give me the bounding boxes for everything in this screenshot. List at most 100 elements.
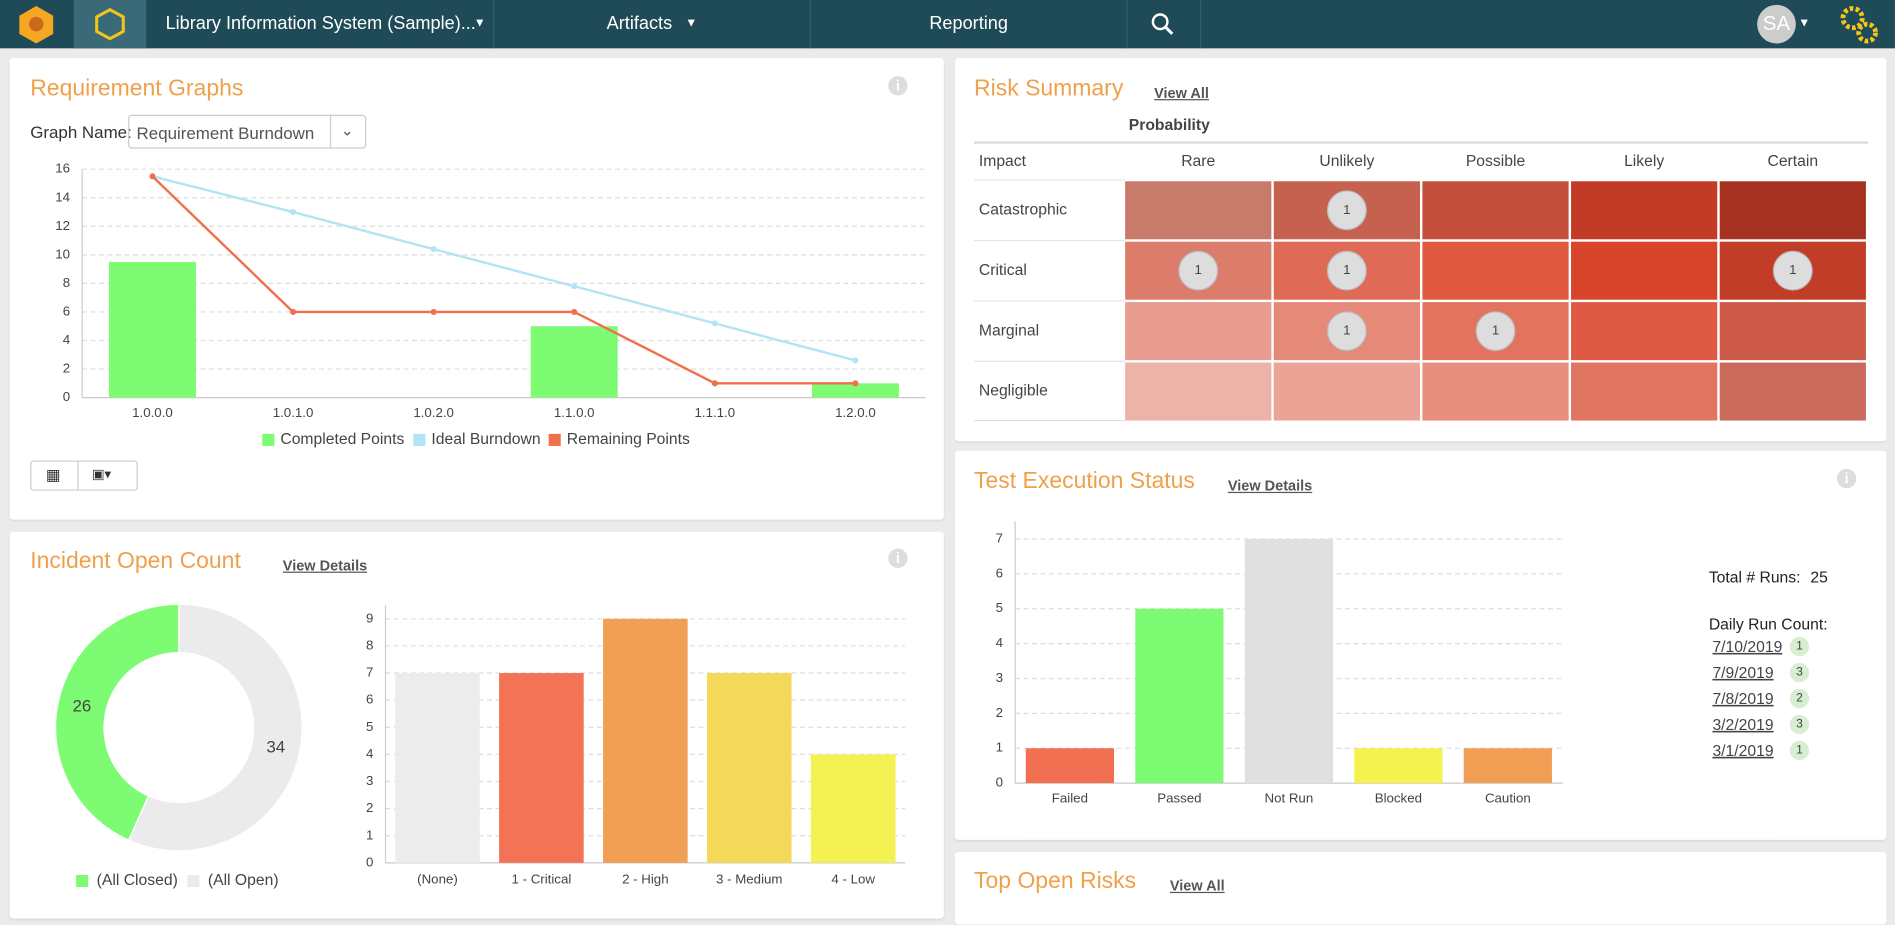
run-date[interactable]: 3/1/2019 [1712, 743, 1773, 760]
select-divider [329, 116, 332, 148]
graph-select-value: Requirement Burndown [136, 123, 315, 143]
caret: ▼ [685, 16, 698, 31]
home-tab[interactable] [73, 0, 147, 49]
risk-cell [1571, 302, 1718, 361]
logo[interactable] [15, 4, 59, 45]
row-label: Negligible [979, 383, 1048, 400]
y-tick-label: 4 [996, 635, 1003, 650]
artifacts-menu[interactable]: Artifacts [606, 13, 673, 34]
view-details-link[interactable]: View Details [282, 557, 368, 575]
legend-swatch [548, 433, 561, 446]
y-tick-label: 12 [55, 218, 70, 233]
view-details-link[interactable]: View Details [1227, 477, 1313, 495]
risk-count-badge [1326, 190, 1367, 231]
reporting-menu[interactable]: Reporting [929, 13, 1008, 34]
y-tick-label: 9 [366, 610, 373, 625]
risk-cell [1125, 302, 1272, 361]
nav-bar: Library Information System (Sample)... ▼… [0, 0, 1895, 49]
risk-count: 1 [1789, 262, 1796, 277]
y-tick-label: 4 [366, 746, 373, 761]
y-tick-label: 8 [366, 637, 373, 652]
x-tick-label: 1.1.1.0 [695, 405, 736, 420]
donut-slice [55, 603, 180, 841]
view-all-link[interactable]: View All [1169, 877, 1225, 895]
risk-count-badge [1178, 250, 1219, 291]
run-date[interactable]: 7/9/2019 [1712, 665, 1773, 682]
search-icon[interactable] [1150, 12, 1174, 36]
x-tick-label: Passed [1157, 790, 1201, 805]
run-date[interactable]: 7/8/2019 [1712, 691, 1773, 708]
view-all-link[interactable]: View All [1154, 84, 1209, 102]
risk-cell [1571, 362, 1718, 421]
select-caret: ⌄ [340, 120, 354, 139]
risk-cell [1422, 241, 1569, 300]
bar [811, 383, 899, 398]
probability-label: Probability [1129, 117, 1210, 134]
x-tick-label: 2 - High [622, 871, 669, 886]
run-date[interactable]: 3/2/2019 [1712, 717, 1773, 734]
y-tick-label: 3 [366, 773, 373, 788]
bar [810, 754, 896, 863]
graph-buttons: ▦ ▣▾ [30, 460, 138, 491]
y-tick-label: 1 [366, 827, 373, 842]
x-tick-label: 1.0.0.0 [132, 405, 173, 420]
run-date[interactable]: 7/10/2019 [1712, 639, 1782, 656]
x-tick-label: Blocked [1375, 790, 1422, 805]
separator [1126, 0, 1128, 49]
user-avatar[interactable]: SA [1757, 4, 1796, 44]
point [290, 308, 297, 315]
settings-icon[interactable] [1837, 4, 1881, 45]
risk-cell [1719, 181, 1866, 240]
y-tick-label: 6 [996, 565, 1003, 580]
row-label: Marginal [979, 322, 1039, 339]
risk-cell [1719, 302, 1866, 361]
legend-swatch [76, 874, 89, 888]
daily-runs-label: Daily Run Count: [1708, 615, 1828, 634]
separator [809, 0, 811, 49]
point [852, 357, 859, 364]
bar [1463, 748, 1552, 784]
risk-cell [1571, 241, 1718, 300]
image-button[interactable]: ▣▾ [91, 467, 112, 483]
point [430, 246, 437, 253]
risk-cell [1273, 362, 1420, 421]
run-count-badge [1789, 662, 1810, 683]
table-button[interactable]: ▦ [45, 465, 61, 484]
point [852, 380, 859, 387]
run-count-badge [1789, 688, 1810, 709]
separator [1200, 0, 1202, 49]
risk-count: 1 [1343, 323, 1350, 338]
risk-count: 1 [1195, 262, 1202, 277]
row-label: Critical [979, 262, 1027, 279]
legend-swatch [187, 874, 200, 888]
x-tick-label: Failed [1052, 790, 1088, 805]
y-tick-label: 16 [55, 161, 70, 176]
y-tick-label: 14 [55, 189, 70, 204]
column-label: Certain [1767, 153, 1818, 170]
risk-cell [1422, 362, 1569, 421]
point [149, 173, 156, 180]
bar [1135, 608, 1224, 784]
bar [395, 673, 480, 863]
y-tick-label: 2 [996, 705, 1003, 720]
run-count-badge [1789, 714, 1810, 735]
info-icon[interactable]: i [1836, 468, 1857, 489]
y-tick-label: 5 [996, 600, 1003, 615]
run-count-badge [1789, 740, 1810, 761]
hex-icon [95, 7, 125, 41]
info-icon[interactable]: i [888, 548, 908, 568]
info-icon[interactable]: i [888, 76, 908, 96]
graph-select[interactable]: Requirement Burndown ⌄ [128, 114, 367, 149]
line [151, 175, 856, 385]
legend-label: (All Closed) [97, 872, 178, 889]
x-tick-label: Not Run [1264, 790, 1313, 805]
project-menu[interactable]: Library Information System (Sample)... [165, 13, 476, 34]
risk-cell [1125, 181, 1272, 240]
point [711, 380, 718, 387]
legend-label: (All Open) [208, 872, 279, 889]
y-tick-label: 3 [996, 670, 1003, 685]
x-tick-label: 1 - Critical [512, 871, 572, 886]
bar [1025, 748, 1114, 784]
x-tick-label: 4 - Low [831, 871, 875, 886]
